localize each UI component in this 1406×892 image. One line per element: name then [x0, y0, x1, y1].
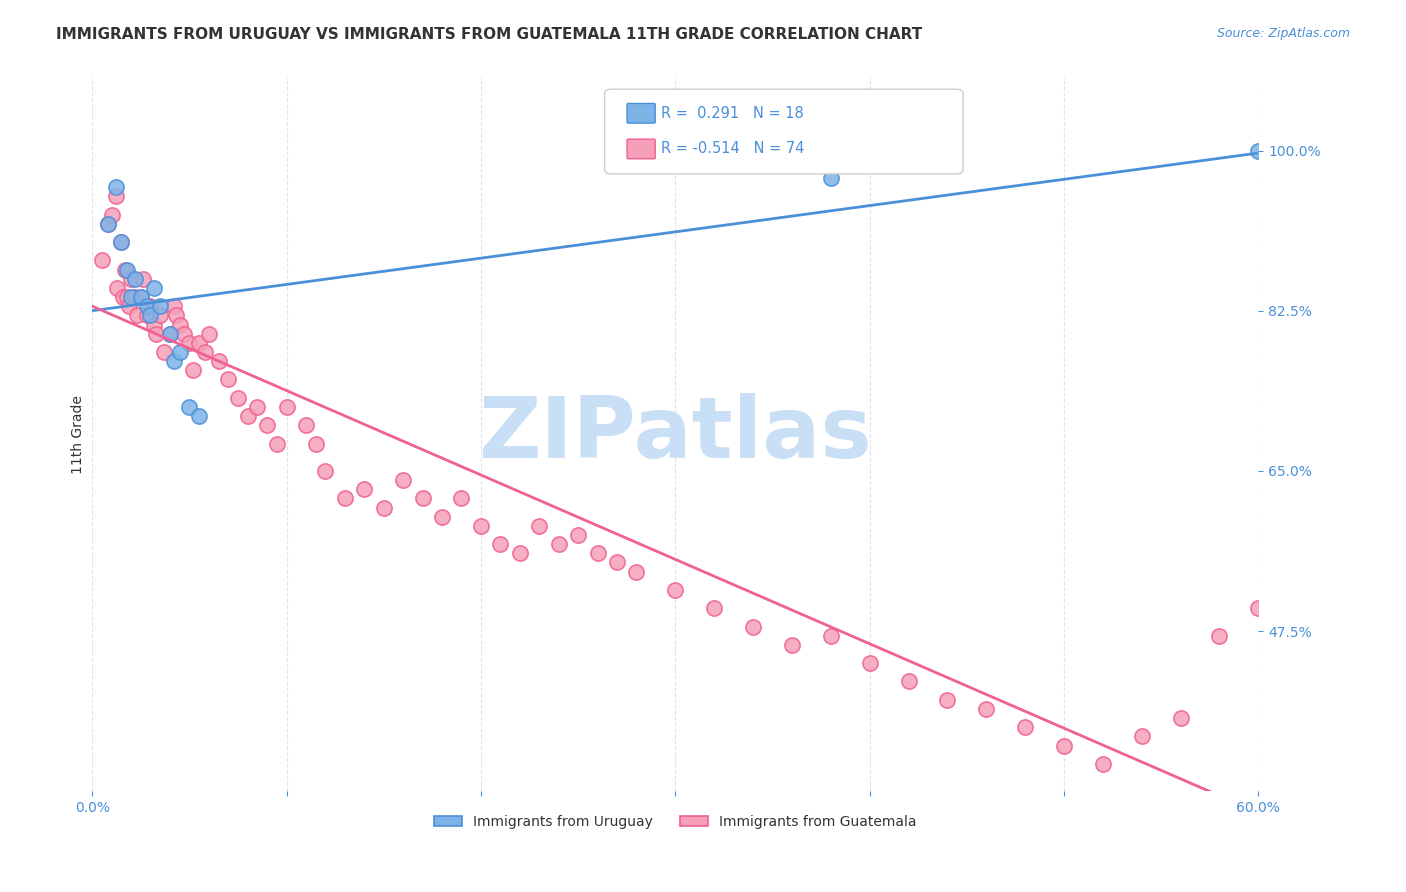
Point [1130, 730, 1153, 744]
Point [742, 619, 765, 633]
Text: IMMIGRANTS FROM URUGUAY VS IMMIGRANTS FROM GUATEMALA 11TH GRADE CORRELATION CHAR: IMMIGRANTS FROM URUGUAY VS IMMIGRANTS FR… [56, 27, 922, 42]
Point [820, 629, 842, 643]
Point [132, 272, 155, 286]
Point [179, 335, 201, 350]
Point [143, 281, 166, 295]
Point [450, 491, 472, 506]
Point [181, 363, 204, 377]
Point [145, 326, 167, 341]
Point [163, 299, 186, 313]
Point [115, 262, 138, 277]
Point [129, 290, 152, 304]
Point [780, 638, 803, 652]
Point [149, 309, 172, 323]
Point [1247, 601, 1270, 615]
Point [430, 509, 453, 524]
Point [1247, 144, 1270, 158]
Point [392, 473, 415, 487]
Point [333, 491, 356, 506]
Point [295, 418, 318, 433]
Point [112, 290, 135, 304]
Point [207, 354, 229, 368]
Point [373, 500, 395, 515]
Point [412, 491, 434, 506]
Text: R =  0.291   N = 18: R = 0.291 N = 18 [661, 106, 804, 120]
Point [169, 318, 191, 332]
Point [1014, 720, 1036, 734]
Point [606, 556, 628, 570]
Point [703, 601, 725, 615]
Point [256, 418, 278, 433]
Point [97, 217, 120, 231]
Text: R = -0.514   N = 74: R = -0.514 N = 74 [661, 142, 804, 156]
Point [236, 409, 259, 423]
Point [276, 400, 298, 414]
Point [897, 674, 920, 689]
Point [194, 345, 217, 359]
Point [153, 345, 176, 359]
Point [100, 208, 122, 222]
Point [246, 400, 269, 414]
Point [124, 290, 146, 304]
Point [129, 290, 152, 304]
Point [110, 235, 132, 249]
Point [159, 326, 181, 341]
Point [1208, 629, 1230, 643]
Point [586, 546, 609, 560]
Point [859, 656, 882, 670]
Point [115, 290, 138, 304]
Point [820, 171, 842, 186]
Point [188, 409, 211, 423]
Point [188, 335, 211, 350]
Point [135, 299, 157, 313]
Point [664, 582, 686, 597]
Point [217, 372, 239, 386]
Point [179, 400, 201, 414]
Point [159, 326, 181, 341]
Point [104, 189, 127, 203]
Text: ZIPatlas: ZIPatlas [478, 392, 872, 475]
Point [125, 309, 148, 323]
Point [198, 326, 221, 341]
Point [124, 272, 146, 286]
Point [163, 354, 186, 368]
Point [90, 253, 112, 268]
Point [173, 326, 195, 341]
Point [567, 528, 589, 542]
Point [936, 692, 959, 706]
Point [114, 262, 136, 277]
Point [489, 537, 512, 551]
Point [353, 483, 375, 497]
Point [169, 345, 191, 359]
Point [626, 565, 648, 579]
Point [139, 309, 162, 323]
Point [314, 464, 336, 478]
Point [1053, 739, 1076, 753]
Legend: Immigrants from Uruguay, Immigrants from Guatemala: Immigrants from Uruguay, Immigrants from… [429, 809, 922, 834]
Point [118, 299, 141, 313]
Point [974, 702, 997, 716]
Point [266, 436, 288, 450]
Point [110, 235, 132, 249]
Point [149, 299, 172, 313]
Point [107, 281, 129, 295]
Y-axis label: 11th Grade: 11th Grade [72, 395, 86, 474]
Point [120, 272, 142, 286]
Point [1170, 711, 1192, 725]
Point [165, 309, 187, 323]
Point [1091, 756, 1114, 771]
Point [509, 546, 531, 560]
Point [139, 299, 162, 313]
Point [305, 436, 328, 450]
Point [547, 537, 569, 551]
Point [135, 309, 157, 323]
Point [143, 318, 166, 332]
Point [120, 290, 142, 304]
Point [104, 180, 127, 194]
Text: Source: ZipAtlas.com: Source: ZipAtlas.com [1216, 27, 1350, 40]
Point [529, 519, 551, 533]
Point [226, 391, 249, 405]
Point [97, 217, 120, 231]
Point [470, 519, 492, 533]
